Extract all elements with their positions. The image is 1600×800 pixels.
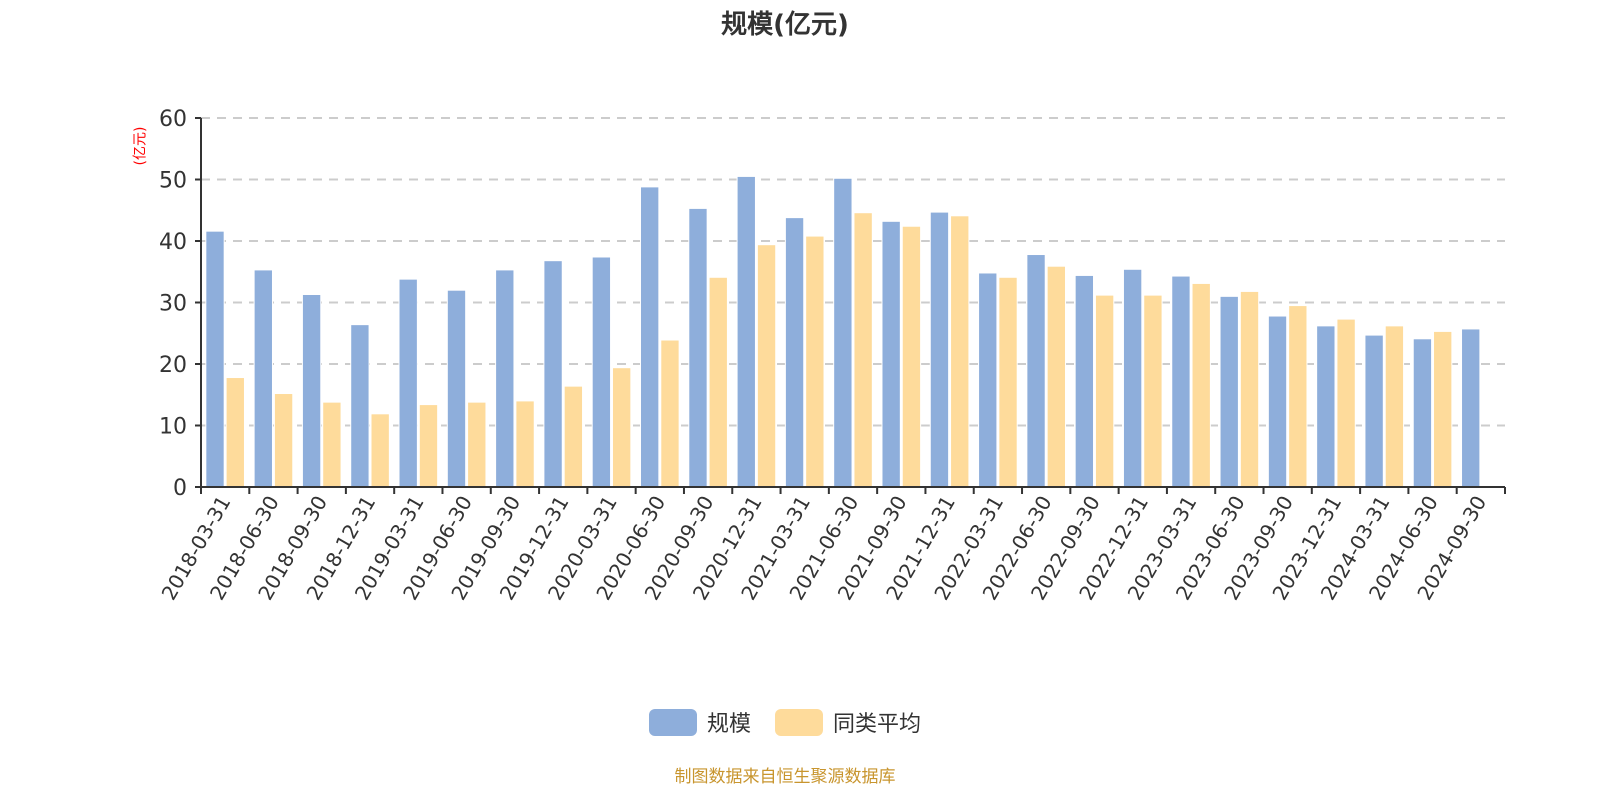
bar-scale[interactable] bbox=[350, 324, 370, 488]
bar-scale[interactable] bbox=[1026, 254, 1046, 488]
legend-label-peer-average: 同类平均 bbox=[833, 712, 922, 737]
y-tick-label: 10 bbox=[159, 415, 187, 440]
bar-scale[interactable] bbox=[784, 217, 805, 488]
bar-scale[interactable] bbox=[495, 269, 515, 488]
bar-scale[interactable] bbox=[1122, 268, 1143, 488]
bar-scale[interactable] bbox=[1412, 338, 1433, 488]
bar-scale[interactable] bbox=[205, 230, 225, 488]
bar-scale[interactable] bbox=[1074, 274, 1095, 488]
data-source-footer: 制图数据来自恒生聚源数据库 bbox=[674, 767, 896, 787]
bar-scale[interactable] bbox=[688, 207, 708, 488]
bar-scale[interactable] bbox=[1364, 334, 1384, 488]
bar-peer-average[interactable] bbox=[1191, 282, 1211, 488]
bar-scale[interactable] bbox=[301, 294, 322, 488]
y-tick-label: 0 bbox=[173, 476, 187, 501]
bar-peer-average[interactable] bbox=[950, 215, 970, 488]
bar-peer-average[interactable] bbox=[563, 385, 584, 488]
legend: 规模 同类平均 bbox=[0, 706, 1570, 738]
legend-item-peer-average[interactable]: 同类平均 bbox=[775, 706, 921, 738]
y-tick-label: 60 bbox=[159, 107, 187, 132]
bar-peer-average[interactable] bbox=[1046, 265, 1067, 488]
bar-peer-average[interactable] bbox=[756, 244, 777, 488]
bar-scale[interactable] bbox=[253, 269, 273, 488]
bar-peer-average[interactable] bbox=[853, 212, 873, 488]
bar-scale[interactable] bbox=[1267, 315, 1288, 488]
bar-peer-average[interactable] bbox=[805, 235, 825, 488]
bar-peer-average[interactable] bbox=[515, 400, 535, 488]
bar-peer-average[interactable] bbox=[225, 377, 245, 488]
y-tick-label: 30 bbox=[159, 292, 187, 317]
bar-scale[interactable] bbox=[1219, 295, 1239, 488]
bar-peer-average[interactable] bbox=[611, 367, 632, 488]
bar-chart: 01020304050602018-03-312018-06-302018-09… bbox=[157, 107, 1506, 604]
bar-peer-average[interactable] bbox=[418, 404, 439, 488]
bar-scale[interactable] bbox=[446, 289, 467, 488]
bar-scale[interactable] bbox=[736, 175, 756, 488]
bar-peer-average[interactable] bbox=[660, 339, 680, 488]
bar-peer-average[interactable] bbox=[273, 393, 294, 488]
bar-peer-average[interactable] bbox=[467, 401, 487, 488]
bar-peer-average[interactable] bbox=[1288, 305, 1308, 488]
bar-peer-average[interactable] bbox=[998, 276, 1018, 488]
legend-label-scale: 规模 bbox=[706, 712, 751, 737]
chart-title: 规模(亿元) bbox=[721, 10, 849, 40]
bar-peer-average[interactable] bbox=[1384, 325, 1405, 488]
bar-scale[interactable] bbox=[591, 256, 612, 488]
bar-peer-average[interactable] bbox=[1239, 290, 1260, 488]
bar-peer-average[interactable] bbox=[1094, 294, 1115, 488]
bar-scale[interactable] bbox=[543, 260, 563, 488]
bar-scale[interactable] bbox=[929, 211, 950, 488]
y-tick-label: 20 bbox=[159, 353, 187, 378]
bar-scale[interactable] bbox=[639, 186, 660, 488]
bar-scale[interactable] bbox=[833, 177, 853, 488]
bar-scale[interactable] bbox=[978, 272, 998, 488]
bar-peer-average[interactable] bbox=[322, 401, 342, 488]
bar-peer-average[interactable] bbox=[1336, 318, 1356, 488]
bar-peer-average[interactable] bbox=[1433, 330, 1453, 488]
bar-peer-average[interactable] bbox=[901, 225, 922, 488]
legend-swatch-peer-average bbox=[775, 708, 823, 736]
bar-scale[interactable] bbox=[1171, 275, 1191, 488]
bar-scale[interactable] bbox=[1461, 328, 1481, 488]
legend-swatch-scale bbox=[648, 708, 697, 736]
bar-peer-average[interactable] bbox=[708, 276, 728, 488]
y-tick-label: 40 bbox=[159, 230, 187, 255]
bar-peer-average[interactable] bbox=[370, 413, 390, 488]
bar-scale[interactable] bbox=[398, 278, 418, 488]
bar-scale[interactable] bbox=[881, 220, 901, 488]
bar-scale[interactable] bbox=[1316, 325, 1336, 488]
y-tick-label: 50 bbox=[159, 169, 187, 194]
bar-peer-average[interactable] bbox=[1143, 294, 1163, 488]
legend-item-scale[interactable]: 规模 bbox=[648, 706, 751, 738]
